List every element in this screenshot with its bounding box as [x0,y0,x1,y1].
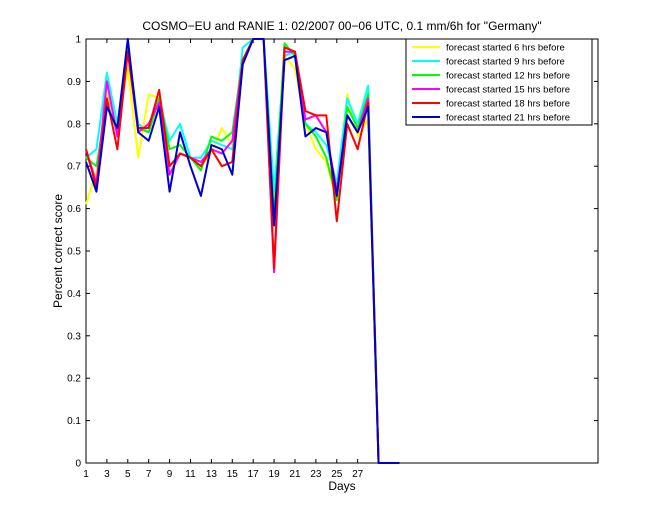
x-tick-label: 25 [331,469,343,480]
y-tick-label: 0.4 [67,289,81,300]
y-axis: 0 0.1 0.2 0.3 0.4 0.5 0.6 0.7 0.8 0.9 1 [67,35,598,470]
y-tick-label: 0.9 [67,77,81,88]
x-axis-label: Days [328,479,355,493]
legend-label-4: forecast started 15 hrs before [446,85,570,96]
x-tick-label: 27 [352,469,364,480]
x-tick-label: 9 [167,469,173,480]
y-tick-label: 0.7 [67,162,81,173]
series-line-6 [85,38,400,464]
x-tick-label: 23 [310,469,322,480]
y-tick-label: 0.6 [67,204,81,215]
x-tick-label: 15 [227,469,239,480]
x-tick-label: 1 [83,469,89,480]
legend: forecast started 6 hrs before forecast st… [405,38,593,126]
x-axis: 1 3 5 7 9 11 13 15 17 19 21 23 25 27 [83,39,364,480]
series-line-5 [85,38,400,464]
y-tick-label: 0.3 [67,331,81,342]
y-tick-label: 0.2 [67,374,81,385]
legend-label-2: forecast started 9 hrs before [446,57,565,68]
y-tick-label: 0 [75,459,81,470]
y-tick-label: 0.8 [67,119,81,130]
series-group [85,38,400,464]
legend-label-5: forecast started 18 hrs before [446,99,570,110]
x-tick-label: 3 [104,469,110,480]
legend-label-6: forecast started 21 hrs before [446,113,570,124]
x-tick-label: 5 [125,469,131,480]
x-tick-label: 21 [289,469,301,480]
legend-label-3: forecast started 12 hrs before [446,71,570,82]
chart-title: COSMO−EU and RANIE 1: 02/2007 00−06 UTC,… [142,19,541,33]
x-tick-label: 19 [269,469,281,480]
legend-label-1: forecast started 6 hrs before [446,43,565,54]
x-tick-label: 17 [248,469,260,480]
x-tick-label: 11 [185,469,196,480]
series-line-1 [85,38,400,464]
y-tick-label: 0.5 [67,247,81,258]
x-tick-label: 7 [146,469,152,480]
x-tick-label: 13 [206,469,218,480]
y-tick-label: 1 [75,35,81,46]
y-tick-label: 0.1 [67,416,81,427]
legend-box [405,38,593,126]
series-line-3 [85,38,400,464]
series-line-4 [85,38,400,464]
y-axis-label: Percent correct score [51,194,65,308]
series-line-2 [85,38,400,464]
